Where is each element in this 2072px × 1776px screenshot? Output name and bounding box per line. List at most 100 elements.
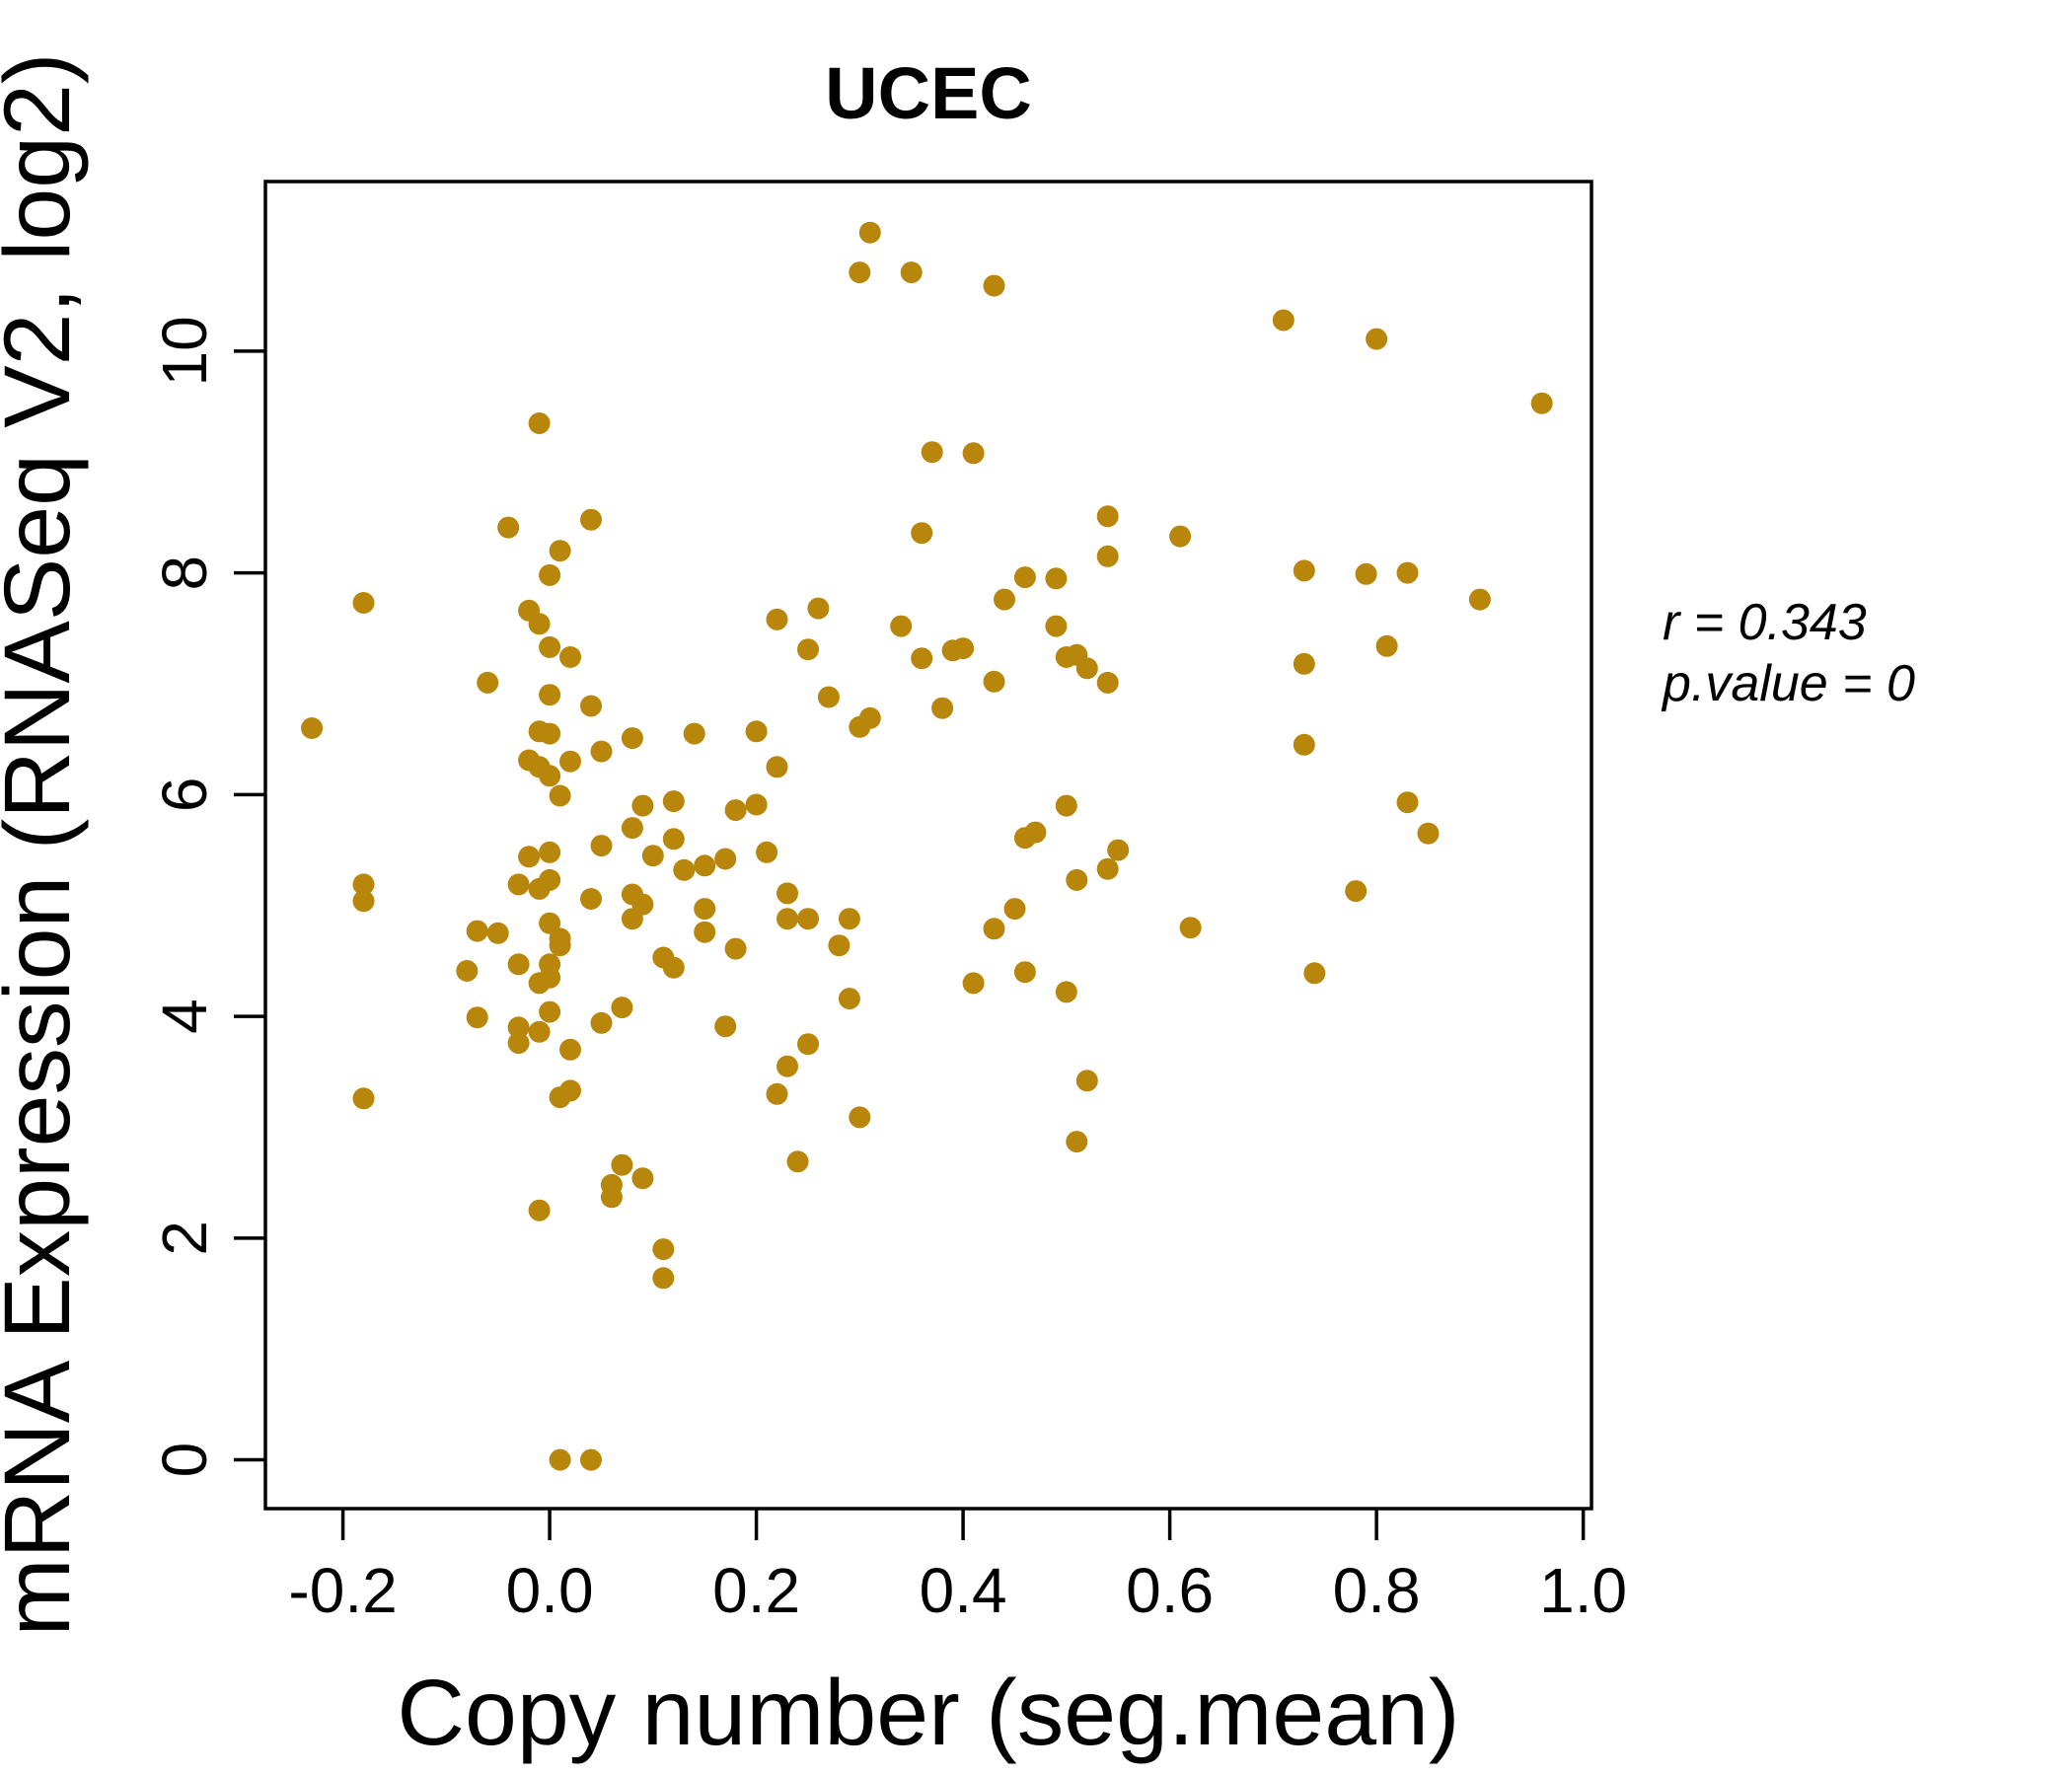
data-point [1045, 567, 1068, 590]
y-tick-label: 2 [149, 1221, 220, 1256]
data-point [983, 918, 1005, 940]
data-point [1013, 961, 1036, 984]
data-point [539, 1000, 561, 1023]
data-point [477, 671, 499, 694]
x-tick-label: 0.2 [712, 1555, 800, 1626]
data-point [559, 1038, 581, 1061]
x-tick-label: 0.0 [506, 1555, 594, 1626]
data-point [539, 635, 561, 658]
data-point [858, 221, 881, 244]
data-point [952, 637, 975, 660]
data-point [352, 890, 375, 913]
data-point [797, 908, 819, 930]
data-point [745, 720, 768, 743]
data-point [518, 846, 541, 868]
data-point [652, 1238, 675, 1261]
data-point [838, 988, 860, 1010]
data-point [580, 1448, 602, 1471]
data-point [559, 1079, 581, 1102]
x-tick-label: 0.8 [1333, 1555, 1421, 1626]
data-point [507, 1032, 530, 1055]
data-point [528, 412, 551, 434]
data-point [1345, 880, 1368, 903]
data-point [1169, 525, 1192, 548]
data-point [683, 722, 705, 745]
data-point [1417, 822, 1440, 845]
data-point [921, 441, 943, 464]
y-tick-label: 10 [149, 316, 220, 386]
data-point [631, 794, 654, 817]
data-point [1003, 898, 1026, 921]
data-point [621, 727, 643, 750]
data-point [611, 1153, 633, 1176]
data-point [352, 592, 375, 614]
y-tick-label: 6 [149, 777, 220, 813]
data-point [828, 934, 851, 957]
data-point [507, 1016, 530, 1039]
data-point [1066, 868, 1088, 891]
data-point [539, 563, 561, 586]
data-point [900, 261, 923, 284]
data-point [539, 912, 561, 934]
data-point [983, 670, 1005, 693]
data-point [1303, 962, 1326, 985]
data-point [962, 442, 985, 465]
data-point [962, 972, 985, 995]
data-point [528, 972, 551, 995]
data-point [580, 508, 602, 531]
data-point [539, 722, 561, 745]
data-point [673, 858, 696, 881]
y-tick-label: 8 [149, 555, 220, 591]
annotation-p-value: p.value = 0 [1661, 655, 1915, 712]
data-point [497, 516, 520, 539]
plot-box [263, 180, 1593, 1511]
data-point [662, 828, 685, 851]
data-point [849, 715, 871, 738]
data-point [724, 937, 747, 960]
data-point [931, 697, 954, 719]
data-point [1396, 561, 1419, 584]
data-point [1375, 634, 1398, 657]
data-point [911, 647, 933, 670]
data-point [1355, 562, 1377, 585]
data-point [1055, 794, 1077, 817]
data-point [1366, 328, 1388, 350]
data-point [1293, 652, 1315, 675]
data-point [766, 1082, 788, 1105]
data-point [559, 750, 581, 773]
data-point [621, 817, 643, 840]
data-point [486, 922, 509, 944]
data-point [777, 882, 798, 905]
data-point [745, 793, 768, 816]
y-axis-label: mRNA Expression (RNASeq V2, log2) [0, 52, 90, 1636]
data-point [1272, 309, 1295, 332]
data-point [539, 684, 561, 706]
data-point [797, 1033, 819, 1056]
data-point [714, 848, 737, 870]
data-points [301, 221, 1553, 1471]
data-point [1468, 588, 1491, 611]
data-point [621, 908, 643, 930]
data-point [301, 717, 324, 739]
data-point [631, 1167, 654, 1190]
data-point [766, 608, 788, 630]
data-point [786, 1150, 809, 1173]
data-point [466, 920, 488, 942]
data-point [1096, 505, 1119, 528]
data-point [817, 686, 840, 708]
data-point [539, 765, 561, 787]
data-point [1179, 917, 1202, 939]
data-point [807, 597, 830, 620]
data-point [528, 1020, 551, 1043]
data-point [694, 898, 716, 921]
data-point [890, 615, 913, 637]
data-point [590, 835, 613, 857]
data-point [1530, 392, 1553, 414]
data-point [1396, 791, 1419, 814]
data-point [1293, 733, 1315, 756]
y-axis-ticks: 0 2 4 6 8 10 [149, 316, 265, 1477]
data-point [1096, 671, 1119, 694]
data-point [694, 921, 716, 943]
